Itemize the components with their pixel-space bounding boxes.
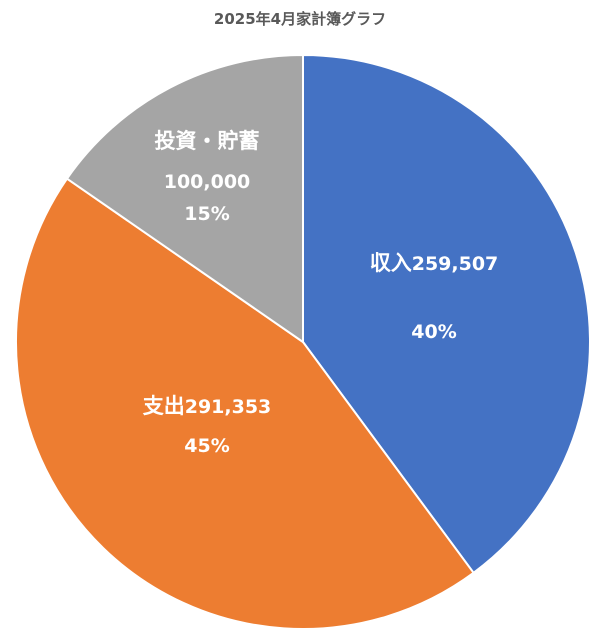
pie-labels: 収入259,507 40% 支出291,353 45% 投資・貯蓄 100,00… bbox=[143, 129, 499, 457]
chart-title: 2025年4月家計簿グラフ bbox=[213, 10, 387, 28]
pie-slice-savings bbox=[65, 53, 304, 344]
pie-slice-expense bbox=[15, 177, 475, 631]
pie-slices bbox=[15, 53, 591, 631]
pie-slice-income bbox=[302, 53, 591, 575]
slice-value-expense: 291,353 bbox=[185, 396, 272, 418]
slice-percent-expense: 45% bbox=[184, 435, 229, 457]
slice-name-income: 収入 bbox=[370, 251, 412, 275]
slice-name-expense: 支出 bbox=[143, 394, 185, 418]
slice-name-savings: 投資・貯蓄 bbox=[155, 129, 260, 153]
slice-percent-savings: 15% bbox=[184, 203, 229, 225]
slice-label-expense: 支出291,353 bbox=[143, 394, 272, 418]
slice-value-income: 259,507 bbox=[412, 253, 499, 275]
slice-value-savings: 100,000 bbox=[164, 171, 251, 193]
slice-label-income: 収入259,507 bbox=[370, 251, 499, 275]
slice-percent-income: 40% bbox=[411, 321, 456, 343]
